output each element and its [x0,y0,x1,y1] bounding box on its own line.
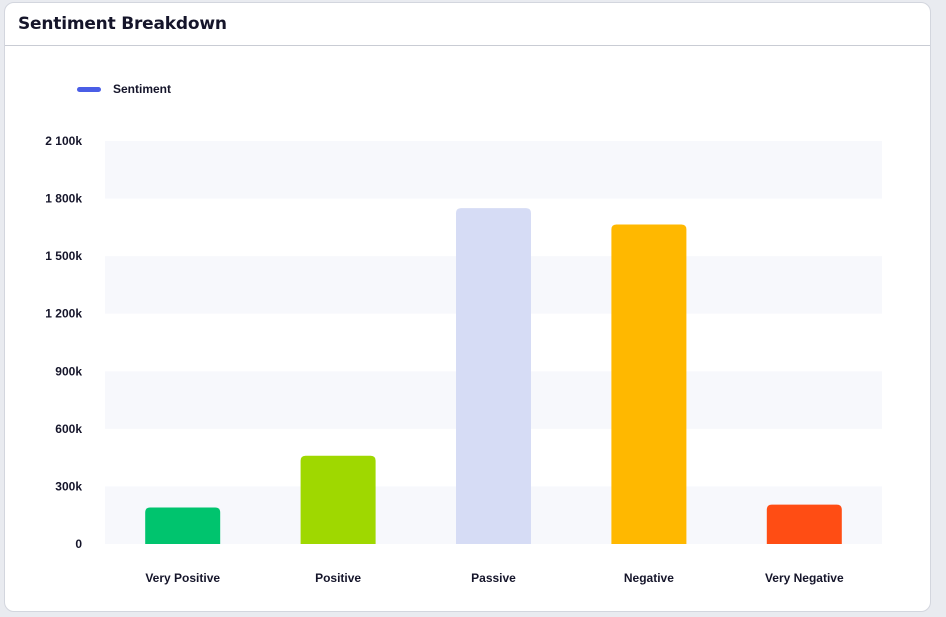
y-tick-label: 600k [55,422,82,436]
x-category-label: Positive [315,571,361,585]
bar-chart: 0 300k 600k 900k 1 200k 1 500k 1 800k 2 100k Ver… [45,134,882,585]
bar-very-negative[interactable] [766,504,842,544]
x-category-label: Passive [471,571,516,585]
y-tick-label: 1 500k [45,249,82,263]
x-category-label: Negative [624,571,674,585]
card-title: Sentiment Breakdown [18,14,227,34]
sentiment-breakdown-card: Sentiment Breakdown Sentiment 0 300k 600k 9… [4,2,931,612]
chart-legend[interactable]: Sentiment [77,82,171,96]
y-tick-label: 300k [55,479,82,493]
y-tick-label: 2 100k [45,134,82,148]
y-tick-label: 900k [55,364,82,378]
bar-passive[interactable] [456,208,531,544]
x-category-label: Very Negative [765,571,844,585]
legend-label: Sentiment [113,82,172,96]
y-tick-label: 0 [75,537,82,551]
y-tick-label: 1 200k [45,307,82,321]
bar-positive[interactable] [300,455,376,544]
legend-swatch [77,86,101,92]
x-category-label: Very Positive [145,571,220,585]
grid-band [105,141,882,199]
bar-very-positive[interactable] [145,507,221,544]
card-header: Sentiment Breakdown [5,3,930,46]
bar-negative[interactable] [611,224,687,544]
y-tick-label: 1 800k [45,192,82,206]
